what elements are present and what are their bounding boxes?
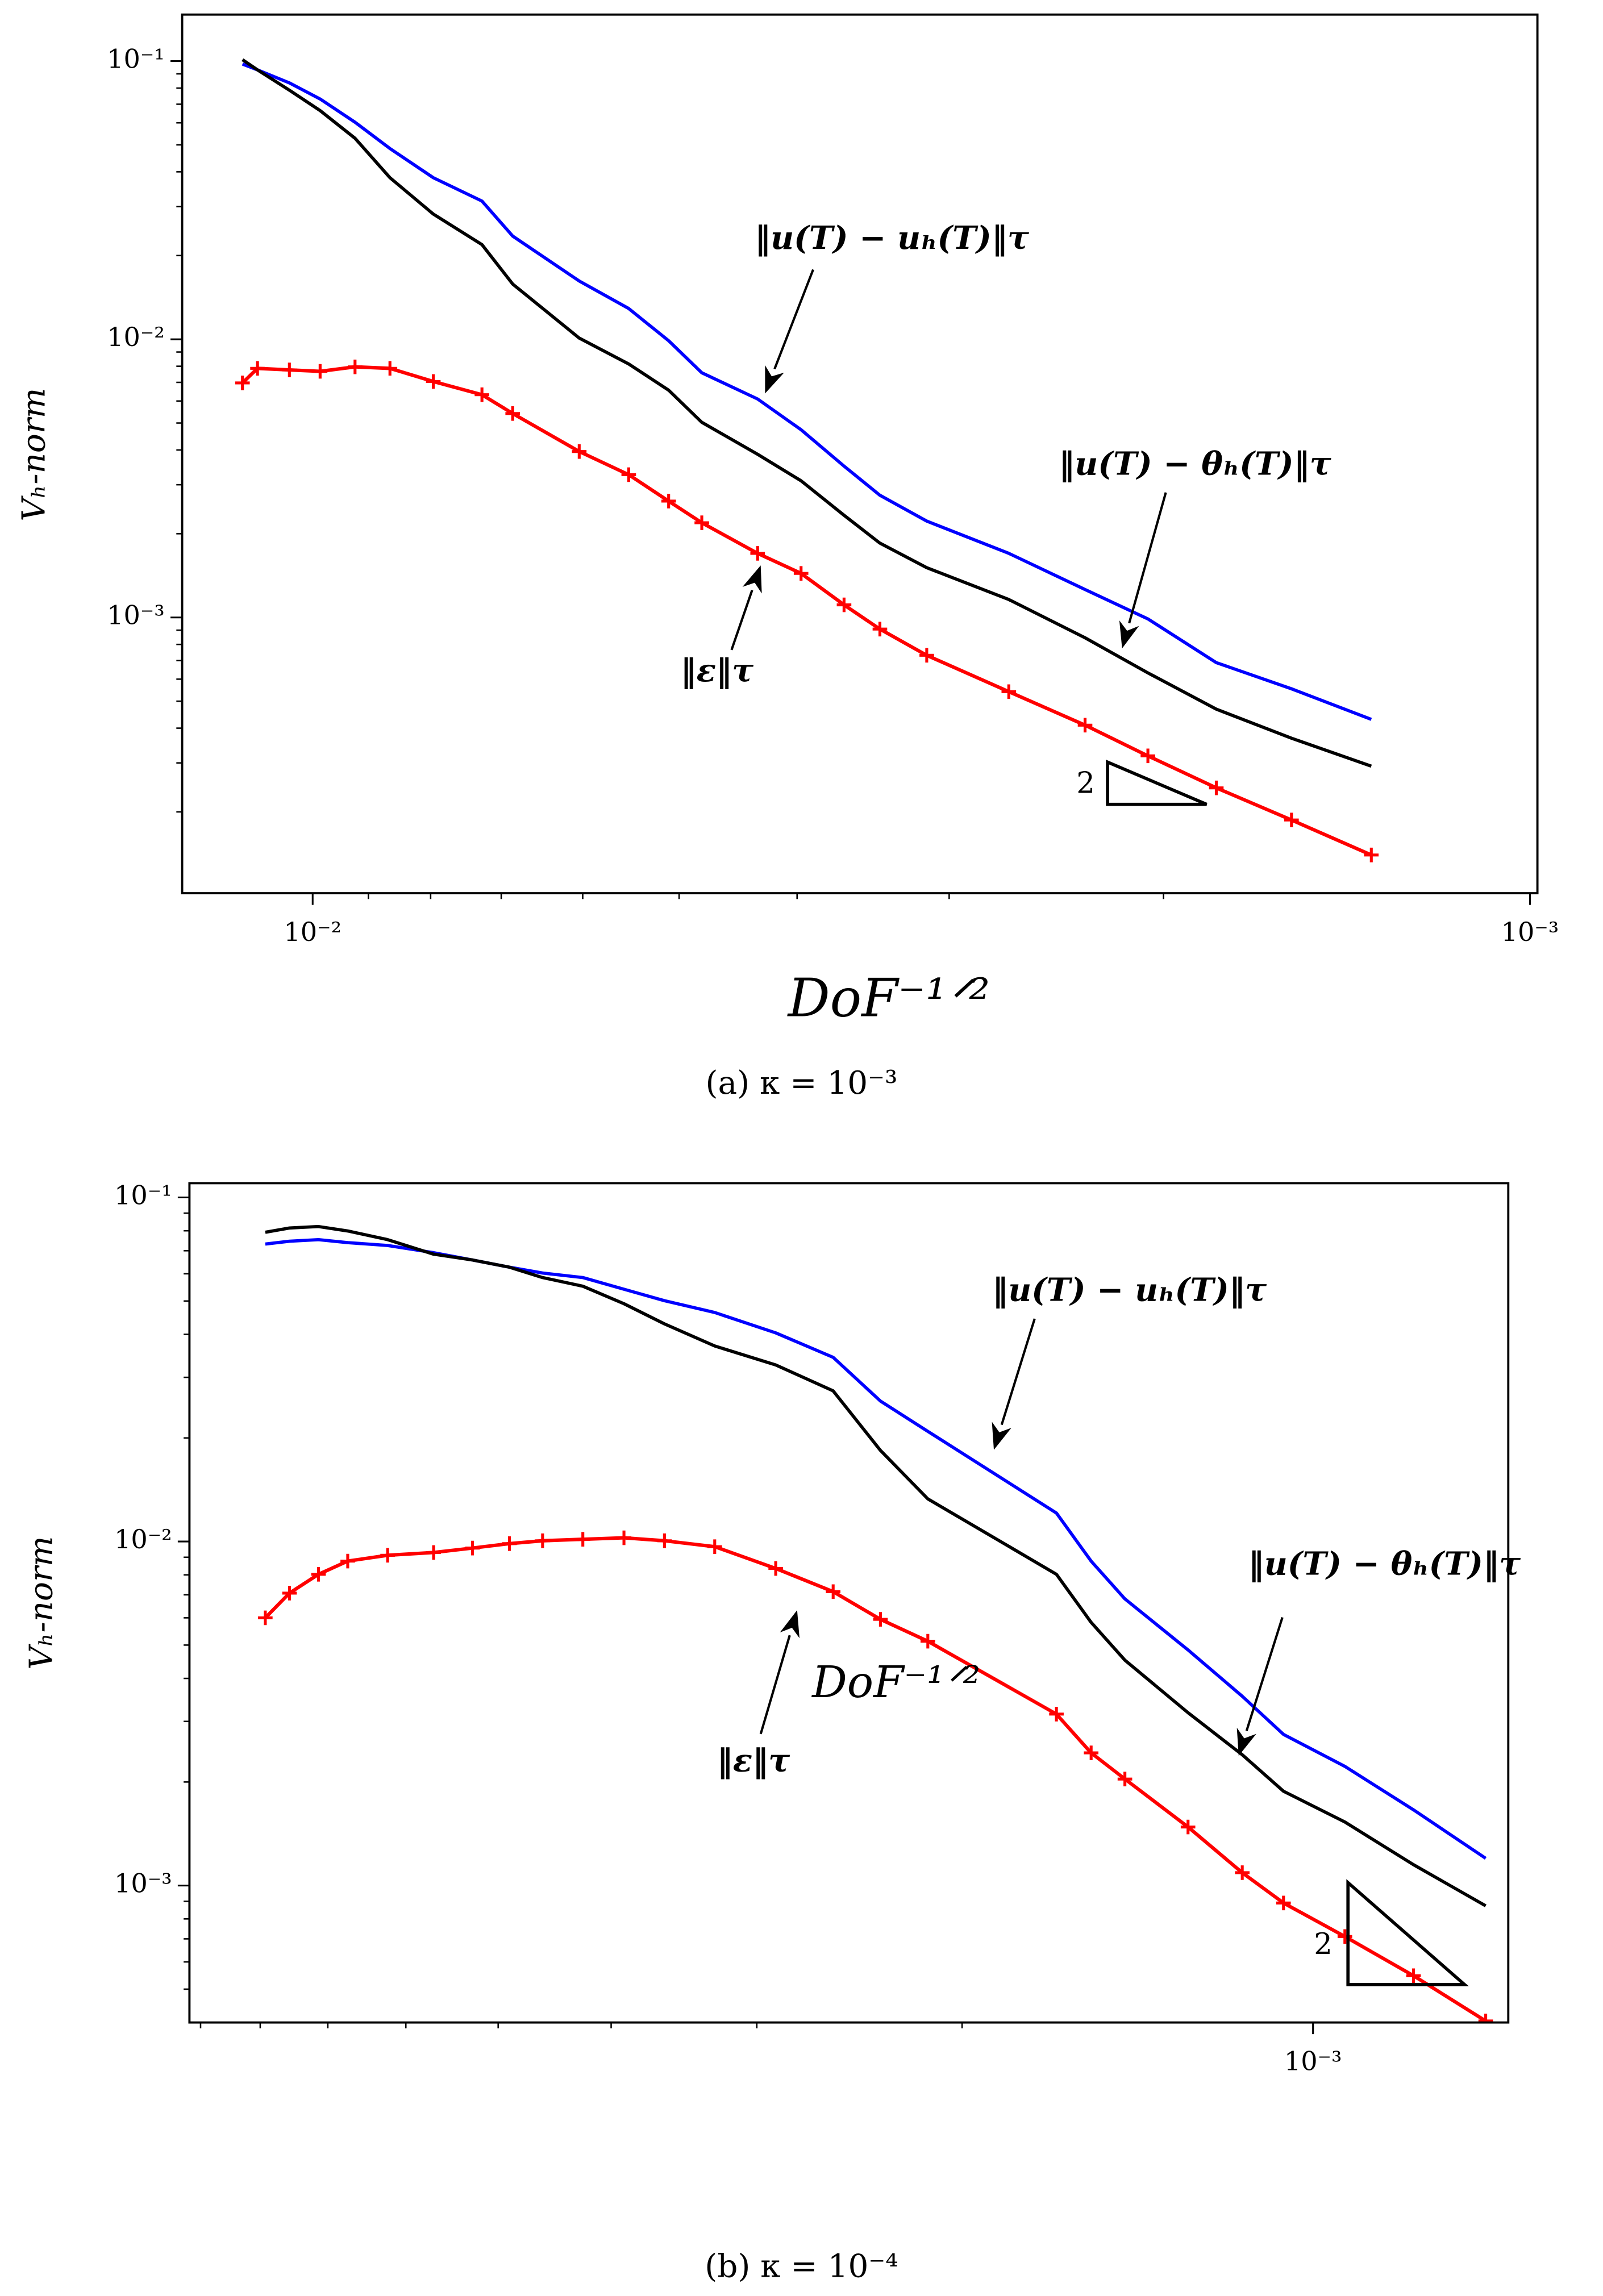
point-marker	[750, 546, 765, 561]
point-marker	[621, 467, 636, 482]
point-marker	[426, 374, 441, 389]
arrow-shaft	[759, 1635, 791, 1735]
plot-area	[235, 58, 1379, 862]
point-marker	[311, 1566, 326, 1582]
arrow-head	[765, 365, 784, 394]
point-marker	[1117, 1772, 1132, 1786]
y-tick-label: 10⁻²	[114, 1524, 172, 1555]
point-marker	[282, 1586, 297, 1601]
point-marker	[694, 515, 709, 530]
point-marker	[826, 1584, 841, 1599]
series-line	[264, 1536, 1487, 2023]
point-marker	[535, 1533, 550, 1548]
y-tick-label: 10⁻¹	[114, 1180, 172, 1211]
point-marker	[1284, 812, 1299, 828]
arrow-shaft	[1000, 1318, 1036, 1426]
point-marker	[920, 1634, 935, 1649]
slope-triangle	[1106, 760, 1208, 806]
point-marker	[872, 622, 888, 637]
point-marker	[1276, 1895, 1291, 1911]
arrow-head	[1236, 1727, 1256, 1756]
point-marker	[657, 1533, 672, 1548]
y-tick-label: 10⁻³	[107, 600, 165, 631]
point-marker	[474, 387, 489, 402]
point-marker	[768, 1561, 783, 1576]
point-marker	[1478, 2014, 1493, 2023]
arrow-shaft	[773, 269, 814, 370]
caption: (a) κ = 10⁻³	[705, 1065, 897, 1102]
y-tick-label: 10⁻¹	[107, 44, 165, 74]
point-marker	[707, 1539, 722, 1554]
arrow-shaft	[1128, 492, 1167, 624]
plot-frame	[188, 1182, 1510, 2024]
point-marker	[426, 1545, 441, 1560]
slope-label: 2	[1314, 1927, 1333, 1961]
point-marker	[1406, 1968, 1421, 1984]
point-marker	[873, 1612, 888, 1627]
slope-triangle	[1346, 1879, 1469, 1986]
plot-frame	[181, 13, 1539, 895]
point-marker	[502, 1536, 517, 1551]
point-marker	[919, 648, 934, 663]
point-marker	[282, 362, 297, 377]
x-axis-label: DoF⁻¹ᐟ²	[811, 1657, 980, 1708]
y-axis-label: Vₕ-norm	[23, 1536, 60, 1670]
arrow-shaft	[1245, 1617, 1284, 1731]
point-marker	[1180, 1819, 1196, 1835]
point-marker	[617, 1530, 631, 1545]
point-marker	[1337, 1929, 1352, 1944]
point-marker	[836, 597, 852, 612]
point-marker	[1209, 780, 1224, 795]
point-marker	[1084, 1745, 1099, 1760]
point-marker	[661, 494, 676, 509]
point-marker	[258, 1610, 273, 1626]
arrow-head	[1119, 620, 1139, 649]
point-marker	[1140, 748, 1155, 764]
point-marker	[235, 376, 250, 390]
point-marker	[380, 1548, 395, 1563]
series-line	[242, 62, 1372, 721]
point-marker	[505, 406, 521, 421]
plot-area	[258, 1224, 1493, 2023]
point-marker	[1364, 847, 1379, 862]
series-line	[242, 58, 1372, 768]
point-marker	[347, 359, 363, 374]
arrow-shaft	[730, 590, 753, 651]
arrow-head	[992, 1422, 1011, 1450]
annotation: ‖u(T) − uₕ(T)‖τ	[755, 219, 1029, 257]
x-tick-label: 10⁻²	[284, 916, 342, 947]
annotation: ‖u(T) − uₕ(T)‖τ	[992, 1271, 1267, 1309]
annotation: ‖u(T) − θₕ(T)‖τ	[1059, 445, 1331, 482]
point-marker	[1001, 684, 1017, 699]
slope-label: 2	[1076, 766, 1095, 800]
y-tick-label: 10⁻³	[114, 1868, 172, 1899]
annotation: ‖ε‖τ	[717, 1742, 790, 1780]
point-marker	[572, 444, 587, 459]
point-marker	[313, 364, 328, 379]
y-axis-label: Vₕ-norm	[16, 388, 53, 522]
x-tick-label: 10⁻³	[1284, 2045, 1342, 2076]
annotation: ‖u(T) − θₕ(T)‖τ	[1248, 1545, 1521, 1583]
point-marker	[382, 361, 398, 376]
series-line	[265, 1237, 1487, 1860]
arrow-head	[742, 565, 762, 594]
annotation: ‖ε‖τ	[680, 652, 753, 689]
caption: (b) κ = 10⁻⁴	[705, 2248, 898, 2285]
point-marker	[1049, 1707, 1064, 1722]
point-marker	[793, 566, 809, 581]
point-marker	[465, 1540, 480, 1556]
x-axis-label: DoF⁻¹ᐟ²	[787, 967, 990, 1028]
y-tick-label: 10⁻²	[107, 322, 165, 352]
point-marker	[1077, 718, 1093, 733]
x-tick-label: 10⁻³	[1501, 916, 1559, 947]
arrow-head	[780, 1610, 800, 1639]
point-marker	[250, 361, 265, 376]
series-line	[265, 1224, 1487, 1907]
point-marker	[1235, 1865, 1250, 1880]
point-marker	[340, 1553, 355, 1569]
point-marker	[575, 1532, 590, 1547]
